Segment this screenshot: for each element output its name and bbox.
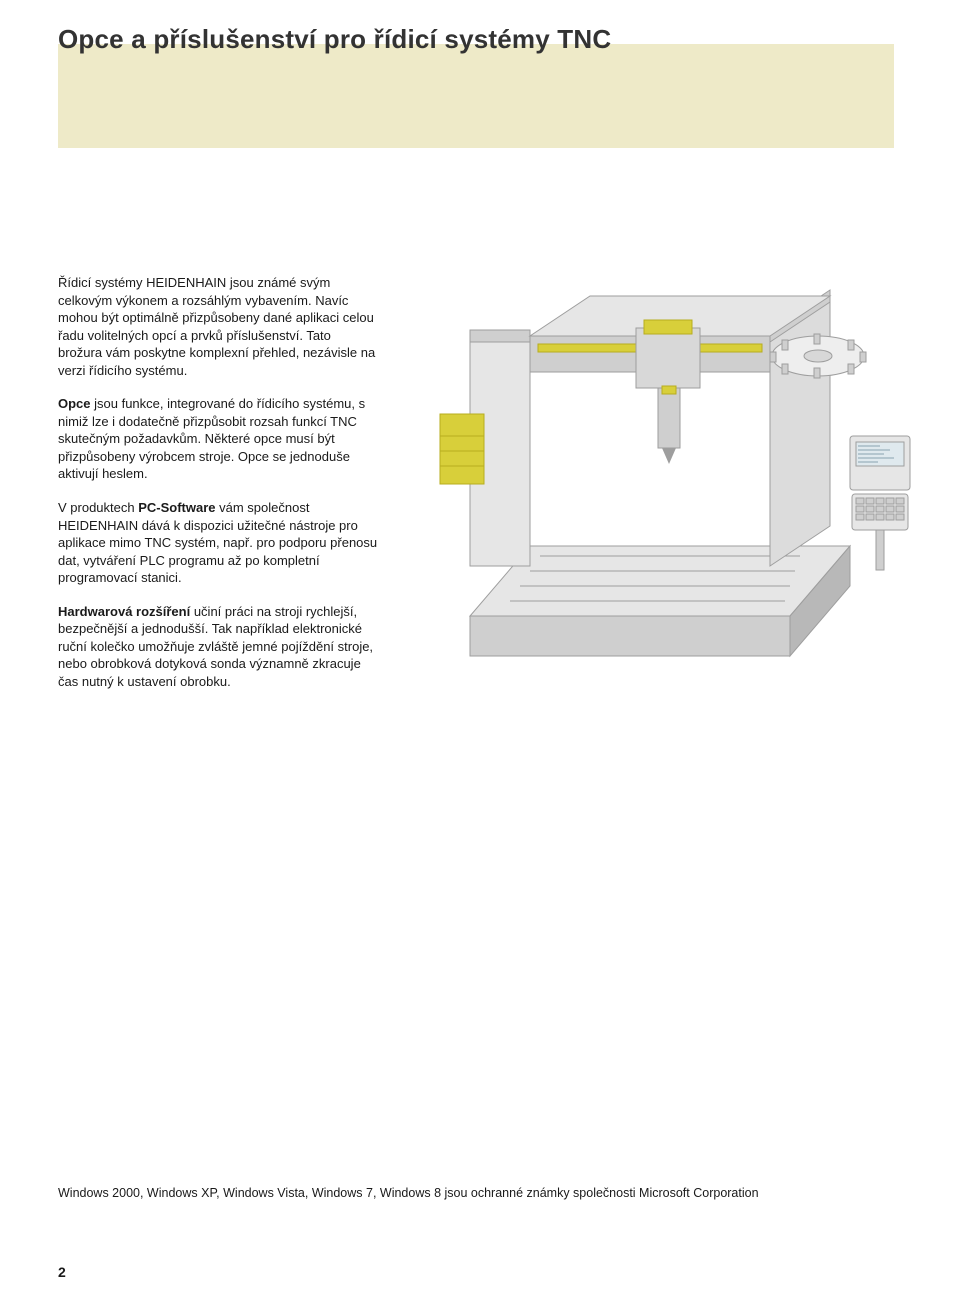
machine-base-front: [470, 616, 790, 656]
lead-pcsw: PC-Software: [138, 500, 215, 515]
header-band: [58, 44, 894, 148]
footnote-trademarks: Windows 2000, Windows XP, Windows Vista,…: [58, 1186, 878, 1200]
lead-hw: Hardwarová rozšíření: [58, 604, 190, 619]
paragraph-opce: Opce jsou funkce, integrované do řídicíh…: [58, 395, 378, 483]
paragraph-intro: Řídicí systémy HEIDENHAIN jsou známé svý…: [58, 274, 378, 379]
control-panel-post: [876, 530, 884, 570]
paragraph-pcsoftware: V produktech PC-Software vám společnost …: [58, 499, 378, 587]
machine-illustration: [430, 236, 930, 716]
keypad-keys: [856, 498, 904, 520]
spindle-carriage: [636, 328, 700, 388]
machine-svg: [430, 236, 930, 716]
gantry-left-cap: [470, 330, 530, 342]
control-panel: [850, 436, 910, 570]
tool-changer: [770, 334, 866, 378]
body-text-column: Řídicí systémy HEIDENHAIN jsou známé svý…: [58, 274, 378, 706]
spindle-body: [658, 388, 680, 448]
page-number: 2: [58, 1264, 66, 1280]
spindle-tool: [662, 448, 676, 464]
spindle-collar: [662, 386, 676, 394]
pre-pcsw: V produktech: [58, 500, 138, 515]
page-title: Opce a příslušenství pro řídicí systémy …: [58, 24, 611, 55]
spindle-top-accent: [644, 320, 692, 334]
lead-opce: Opce: [58, 396, 91, 411]
paragraph-hardware: Hardwarová rozšíření učiní práci na stro…: [58, 603, 378, 691]
rest-opce: jsou funkce, integrované do řídicího sys…: [58, 396, 365, 481]
electronics-box-left: [440, 414, 484, 484]
